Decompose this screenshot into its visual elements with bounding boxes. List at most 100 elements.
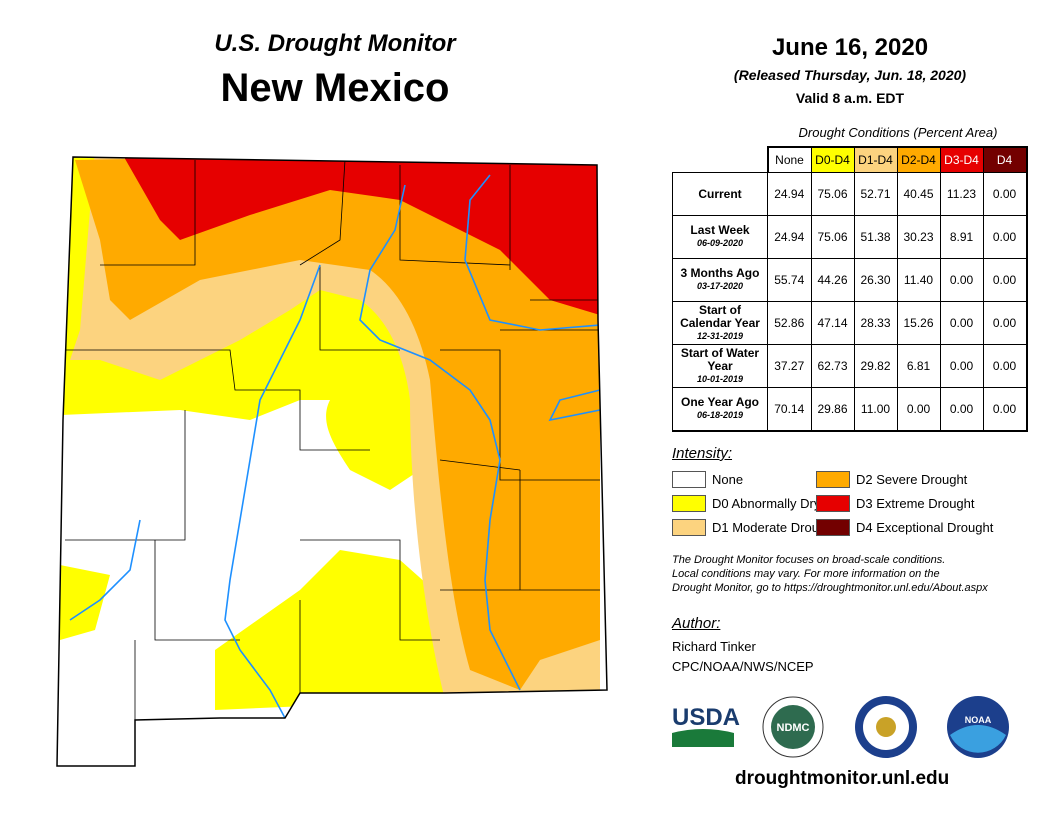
table-row: 3 Months Ago 03-17-2020 55.74 44.26 26.30 11.… (672, 258, 1027, 302)
valid-time: Valid 8 a.m. EDT (795, 90, 905, 106)
table-row: One Year Ago 06-18-2019 70.14 29.86 11.00 0.0… (672, 387, 1027, 432)
legend-swatch (816, 495, 850, 512)
d0-area-sw (60, 565, 110, 640)
legend-title: Intensity: (672, 445, 733, 462)
col-d3: D3-D4 (939, 146, 984, 173)
table-cell: 0.00 (982, 301, 1027, 345)
row-label-text: Start of Water Year (680, 345, 760, 373)
table-cell: 15.26 (896, 301, 941, 345)
col-none: None (767, 146, 812, 173)
row-date: 06-18-2019 (696, 410, 744, 420)
table-cell: 0.00 (939, 387, 984, 432)
table-cell: 0.00 (939, 301, 984, 345)
table-cell: 52.86 (767, 301, 812, 345)
table-cell: 70.14 (767, 387, 812, 432)
legend-item: D1 Moderate Drought (672, 519, 837, 536)
legend-item: D0 Abnormally Dry (672, 495, 820, 512)
table-cell: 44.26 (810, 258, 855, 302)
subtitle: U.S. Drought Monitor (214, 30, 456, 57)
table-cell: 24.94 (767, 172, 812, 216)
svg-text:USDA: USDA (672, 704, 740, 731)
table-cell: 37.27 (767, 344, 812, 388)
state-outline (56, 156, 608, 767)
table-caption: Drought Conditions (Percent Area) (798, 125, 998, 140)
map-date: June 16, 2020 (771, 34, 929, 61)
disclaimer-note: The Drought Monitor focuses on broad-sca… (672, 553, 1042, 595)
d2-area (75, 157, 600, 690)
table-cell: 0.00 (982, 172, 1027, 216)
svg-text:NDMC: NDMC (777, 722, 810, 734)
state-title: New Mexico (220, 66, 450, 110)
legend-swatch (816, 519, 850, 536)
table-cell: 0.00 (982, 344, 1027, 388)
author-title: Author: (672, 615, 721, 632)
usda-logo: USDA (672, 704, 740, 747)
table-cell: 28.33 (853, 301, 898, 345)
legend-item: D2 Severe Drought (816, 471, 967, 488)
row-label: One Year Ago 06-18-2019 (672, 387, 768, 432)
row-label-text: 3 Months Ago (680, 266, 760, 280)
col-d2: D2-D4 (896, 146, 941, 173)
col-d4: D4 (982, 146, 1027, 173)
row-label-text: Last Week (690, 223, 750, 237)
table-cell: 26.30 (853, 258, 898, 302)
table-cell: 29.82 (853, 344, 898, 388)
row-label: Last Week 06-09-2020 (672, 215, 768, 259)
d0-area-south (215, 550, 445, 710)
row-label: 3 Months Ago 03-17-2020 (672, 258, 768, 302)
table-cell: 11.23 (939, 172, 984, 216)
legend-item: None (672, 471, 743, 488)
footer-url[interactable]: droughtmonitor.unl.edu (735, 768, 950, 789)
table-row: Start of Calendar Year 12-31-2019 52.86 47.… (672, 301, 1027, 345)
noaa-logo: NOAA (947, 696, 1009, 758)
legend-label: D3 Extreme Drought (856, 496, 975, 511)
table-cell: 40.45 (896, 172, 941, 216)
legend-label: D1 Moderate Drought (712, 520, 838, 535)
county-lines (65, 159, 600, 766)
table-cell: 0.00 (896, 387, 941, 432)
legend-item: D3 Extreme Drought (816, 495, 975, 512)
table-cell: 30.23 (896, 215, 941, 259)
table-cell: 0.00 (982, 387, 1027, 432)
author-info: Richard Tinker CPC/NOAA/NWS/NCEP (672, 637, 814, 677)
table-cell: 55.74 (767, 258, 812, 302)
table-cell: 47.14 (810, 301, 855, 345)
release-date: (Released Thursday, Jun. 18, 2020) (733, 67, 967, 83)
table-cell: 51.38 (853, 215, 898, 259)
table-cell: 0.00 (982, 258, 1027, 302)
note-line: The Drought Monitor focuses on broad-sca… (672, 554, 946, 566)
table-cell: 75.06 (810, 172, 855, 216)
table-row: Start of Water Year 10-01-2019 37.27 62.73 2… (672, 344, 1027, 388)
row-date: 03-17-2020 (696, 281, 744, 291)
col-d0: D0-D4 (810, 146, 855, 173)
legend-item: D4 Exceptional Drought (816, 519, 993, 536)
rivers (69, 174, 601, 719)
legend-label: D0 Abnormally Dry (712, 496, 821, 511)
table-cell: 75.06 (810, 215, 855, 259)
legend-swatch (672, 471, 706, 488)
table-cell: 29.86 (810, 387, 855, 432)
note-line: Drought Monitor, go to https://droughtmo… (672, 582, 988, 594)
author-name: Richard Tinker (672, 639, 756, 654)
table-cell: 0.00 (982, 215, 1027, 259)
commerce-seal-logo (855, 696, 917, 758)
row-date: 12-31-2019 (696, 330, 744, 341)
table-cell: 52.71 (853, 172, 898, 216)
row-label-text: Start of Calendar Year (680, 302, 760, 330)
table-row: Last Week 06-09-2020 24.94 75.06 51.38 30.23 8… (672, 215, 1027, 259)
ndmc-logo: NDMC (762, 696, 824, 758)
table-cell: 0.00 (939, 344, 984, 388)
logos: USDA NDMC NOAA (672, 696, 1009, 758)
d3-area (120, 157, 600, 315)
table-cell: 24.94 (767, 215, 812, 259)
row-date: 06-09-2020 (696, 238, 744, 248)
row-date: 10-01-2019 (696, 373, 744, 384)
legend-swatch (672, 519, 706, 536)
table-cell: 8.91 (939, 215, 984, 259)
row-label: Current (672, 172, 768, 216)
table-cell: 11.40 (896, 258, 941, 302)
note-line: Local conditions may vary. For more info… (672, 568, 940, 580)
row-label: Start of Water Year 10-01-2019 (672, 344, 768, 388)
table-cell: 6.81 (896, 344, 941, 388)
